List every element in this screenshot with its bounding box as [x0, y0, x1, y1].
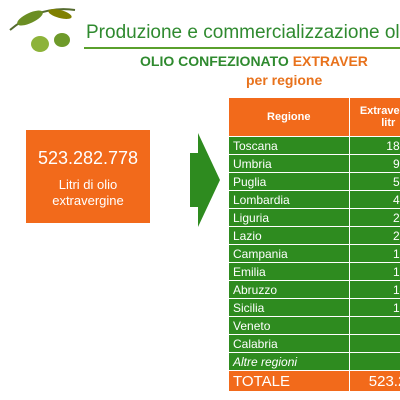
- subtitle-orange: EXTRAVER: [292, 53, 368, 69]
- subtitle: OLIO CONFEZIONATO EXTRAVER: [140, 53, 368, 69]
- olive-logo: [9, 8, 76, 52]
- table-row: Lazio23.77: [228, 226, 400, 245]
- cell-value: 9.28: [348, 316, 400, 335]
- title: Produzione e commercializzazione ol: [86, 22, 400, 43]
- cell-value: 28.36: [348, 208, 400, 227]
- cell-value: 9.54: [348, 352, 400, 371]
- table-row: Veneto9.28: [228, 316, 400, 335]
- callout: 523.282.778 Litri di olio extravergine: [26, 130, 150, 223]
- cell-region: Umbria: [228, 154, 350, 173]
- callout-label: Litri di olio extravergine: [52, 177, 124, 208]
- subtitle-2: per regione: [246, 72, 323, 88]
- cell-region: Toscana: [228, 136, 350, 155]
- table-row: Sicilia10.82: [228, 298, 400, 317]
- cell-region: Lombardia: [228, 190, 350, 209]
- table-row: Altre regioni9.54: [228, 352, 400, 371]
- table-row: Puglia59.37: [228, 172, 400, 191]
- total-label: TOTALE: [228, 370, 350, 392]
- table-row: Lombardia43.94: [228, 190, 400, 209]
- table-row: Toscana189.73: [228, 136, 400, 155]
- table-row: Calabria5.30: [228, 334, 400, 353]
- cell-value: 189.73: [348, 136, 400, 155]
- column-header: Regione: [228, 97, 350, 137]
- cell-region: Lazio: [228, 226, 350, 245]
- cell-region: Campania: [228, 244, 350, 263]
- callout-value: 523.282.778: [37, 148, 139, 168]
- total-value: 523.282: [348, 370, 400, 392]
- arrow: [190, 133, 220, 227]
- cell-value: 92.47: [348, 154, 400, 173]
- cell-value: 10.82: [348, 298, 400, 317]
- cell-region: Puglia: [228, 172, 350, 191]
- cell-region: Altre regioni: [228, 352, 350, 371]
- cell-region: Abruzzo: [228, 280, 350, 299]
- subtitle-green: OLIO CONFEZIONATO: [140, 53, 289, 69]
- column-header: Extraver in litr: [348, 97, 400, 137]
- cell-value: 17.51: [348, 262, 400, 281]
- table-row: Emilia17.51: [228, 262, 400, 281]
- table-row: Abruzzo14.17: [228, 280, 400, 299]
- cell-value: 14.17: [348, 280, 400, 299]
- table-row: Liguria28.36: [228, 208, 400, 227]
- cell-region: Emilia: [228, 262, 350, 281]
- cell-value: 18.96: [348, 244, 400, 263]
- cell-region: Liguria: [228, 208, 350, 227]
- cell-value: 59.37: [348, 172, 400, 191]
- cell-region: Veneto: [228, 316, 350, 335]
- cell-region: Sicilia: [228, 298, 350, 317]
- cell-value: 5.30: [348, 334, 400, 353]
- cell-value: 43.94: [348, 190, 400, 209]
- title-rule: [84, 47, 400, 49]
- table-row: Campania18.96: [228, 244, 400, 263]
- cell-region: Calabria: [228, 334, 350, 353]
- cell-value: 23.77: [348, 226, 400, 245]
- table-row: Umbria92.47: [228, 154, 400, 173]
